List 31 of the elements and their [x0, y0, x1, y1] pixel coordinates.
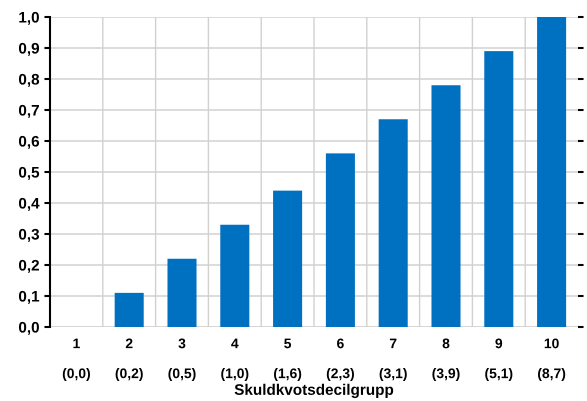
- category-label: 6 (2,3): [326, 338, 354, 381]
- y-tick-label: 0,9: [18, 42, 40, 56]
- y-tick-label: 0,6: [18, 136, 40, 149]
- y-tick-label: 0,1: [18, 290, 40, 304]
- category-label: 10 (8,7): [538, 338, 566, 381]
- bar: [537, 17, 566, 327]
- bar: [431, 85, 461, 327]
- category-label: 3 (0,5): [168, 338, 196, 381]
- category-label: 2 (0,2): [116, 338, 143, 381]
- bar: [114, 292, 144, 327]
- x-axis-title: Skuldkvotsdecilgrupp: [234, 384, 394, 398]
- bar: [167, 258, 197, 327]
- y-tick-label: 0,7: [18, 104, 39, 118]
- bar: [326, 153, 355, 327]
- y-tick-label: 0,8: [18, 74, 40, 87]
- bar: [484, 51, 514, 327]
- bar: [273, 190, 302, 327]
- y-tick-label: 1,0: [19, 12, 39, 25]
- category-label: 9 (5,1): [485, 338, 512, 381]
- category-label: 1 (0,0): [62, 338, 90, 381]
- bar: [378, 119, 408, 327]
- y-tick-label: 0,4: [18, 198, 40, 211]
- y-tick-label: 0,3: [18, 228, 40, 242]
- category-label: 7 (3,1): [380, 338, 407, 381]
- category-label: 8 (3,9): [432, 338, 460, 381]
- bar: [220, 224, 250, 327]
- y-tick-label: 0,0: [18, 322, 39, 335]
- y-tick-label: 0,5: [18, 166, 40, 180]
- category-label: 5 (1,6): [274, 338, 302, 381]
- category-label: 4 (1,0): [221, 338, 248, 381]
- y-tick-label: 0,2: [18, 260, 39, 273]
